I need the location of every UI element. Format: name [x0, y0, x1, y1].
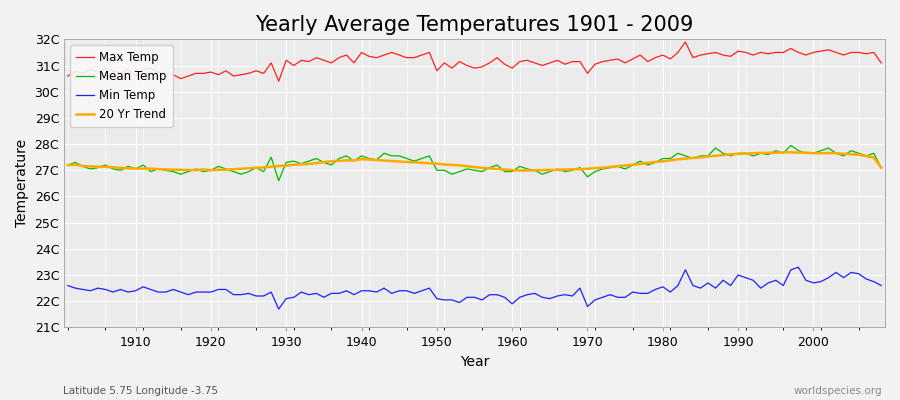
Min Temp: [62, 283, 73, 288]
20 Yr Trend: [507, 168, 517, 172]
Mean Temp: [122, 164, 133, 169]
Max Temp: [296, 58, 307, 63]
Max Temp: [274, 79, 284, 84]
20 Yr Trend: [786, 150, 796, 155]
Mean Temp: [786, 143, 796, 148]
Y-axis label: Temperature: Temperature: [15, 139, 29, 228]
Min Temp: [507, 302, 517, 306]
Mean Temp: [341, 154, 352, 158]
20 Yr Trend: [522, 168, 533, 173]
Line: Max Temp: Max Temp: [68, 42, 881, 81]
Max Temp: [514, 59, 525, 64]
Mean Temp: [274, 178, 284, 183]
20 Yr Trend: [605, 164, 616, 169]
Max Temp: [341, 53, 352, 58]
Mean Temp: [507, 169, 517, 174]
Line: 20 Yr Trend: 20 Yr Trend: [68, 152, 881, 170]
Max Temp: [605, 58, 616, 63]
Mean Temp: [605, 165, 616, 170]
20 Yr Trend: [500, 167, 510, 172]
20 Yr Trend: [62, 163, 73, 168]
Title: Yearly Average Temperatures 1901 - 2009: Yearly Average Temperatures 1901 - 2009: [256, 15, 694, 35]
20 Yr Trend: [288, 162, 299, 167]
20 Yr Trend: [122, 166, 133, 171]
Min Temp: [793, 265, 804, 270]
Max Temp: [507, 66, 517, 70]
Min Temp: [274, 307, 284, 312]
Min Temp: [876, 283, 886, 288]
Mean Temp: [876, 165, 886, 170]
Min Temp: [605, 292, 616, 297]
Text: worldspecies.org: worldspecies.org: [794, 386, 882, 396]
Min Temp: [122, 290, 133, 294]
Max Temp: [122, 67, 133, 72]
Mean Temp: [62, 163, 73, 168]
20 Yr Trend: [876, 165, 886, 170]
Max Temp: [876, 60, 886, 65]
Max Temp: [680, 40, 691, 44]
Line: Min Temp: Min Temp: [68, 267, 881, 309]
Min Temp: [514, 295, 525, 300]
Mean Temp: [514, 164, 525, 169]
Mean Temp: [296, 161, 307, 166]
Text: Latitude 5.75 Longitude -3.75: Latitude 5.75 Longitude -3.75: [63, 386, 218, 396]
Line: Mean Temp: Mean Temp: [68, 146, 881, 181]
20 Yr Trend: [334, 158, 345, 163]
Legend: Max Temp, Mean Temp, Min Temp, 20 Yr Trend: Max Temp, Mean Temp, Min Temp, 20 Yr Tre…: [70, 45, 173, 127]
Min Temp: [341, 288, 352, 293]
X-axis label: Year: Year: [460, 355, 490, 369]
Min Temp: [296, 290, 307, 294]
Max Temp: [62, 74, 73, 78]
